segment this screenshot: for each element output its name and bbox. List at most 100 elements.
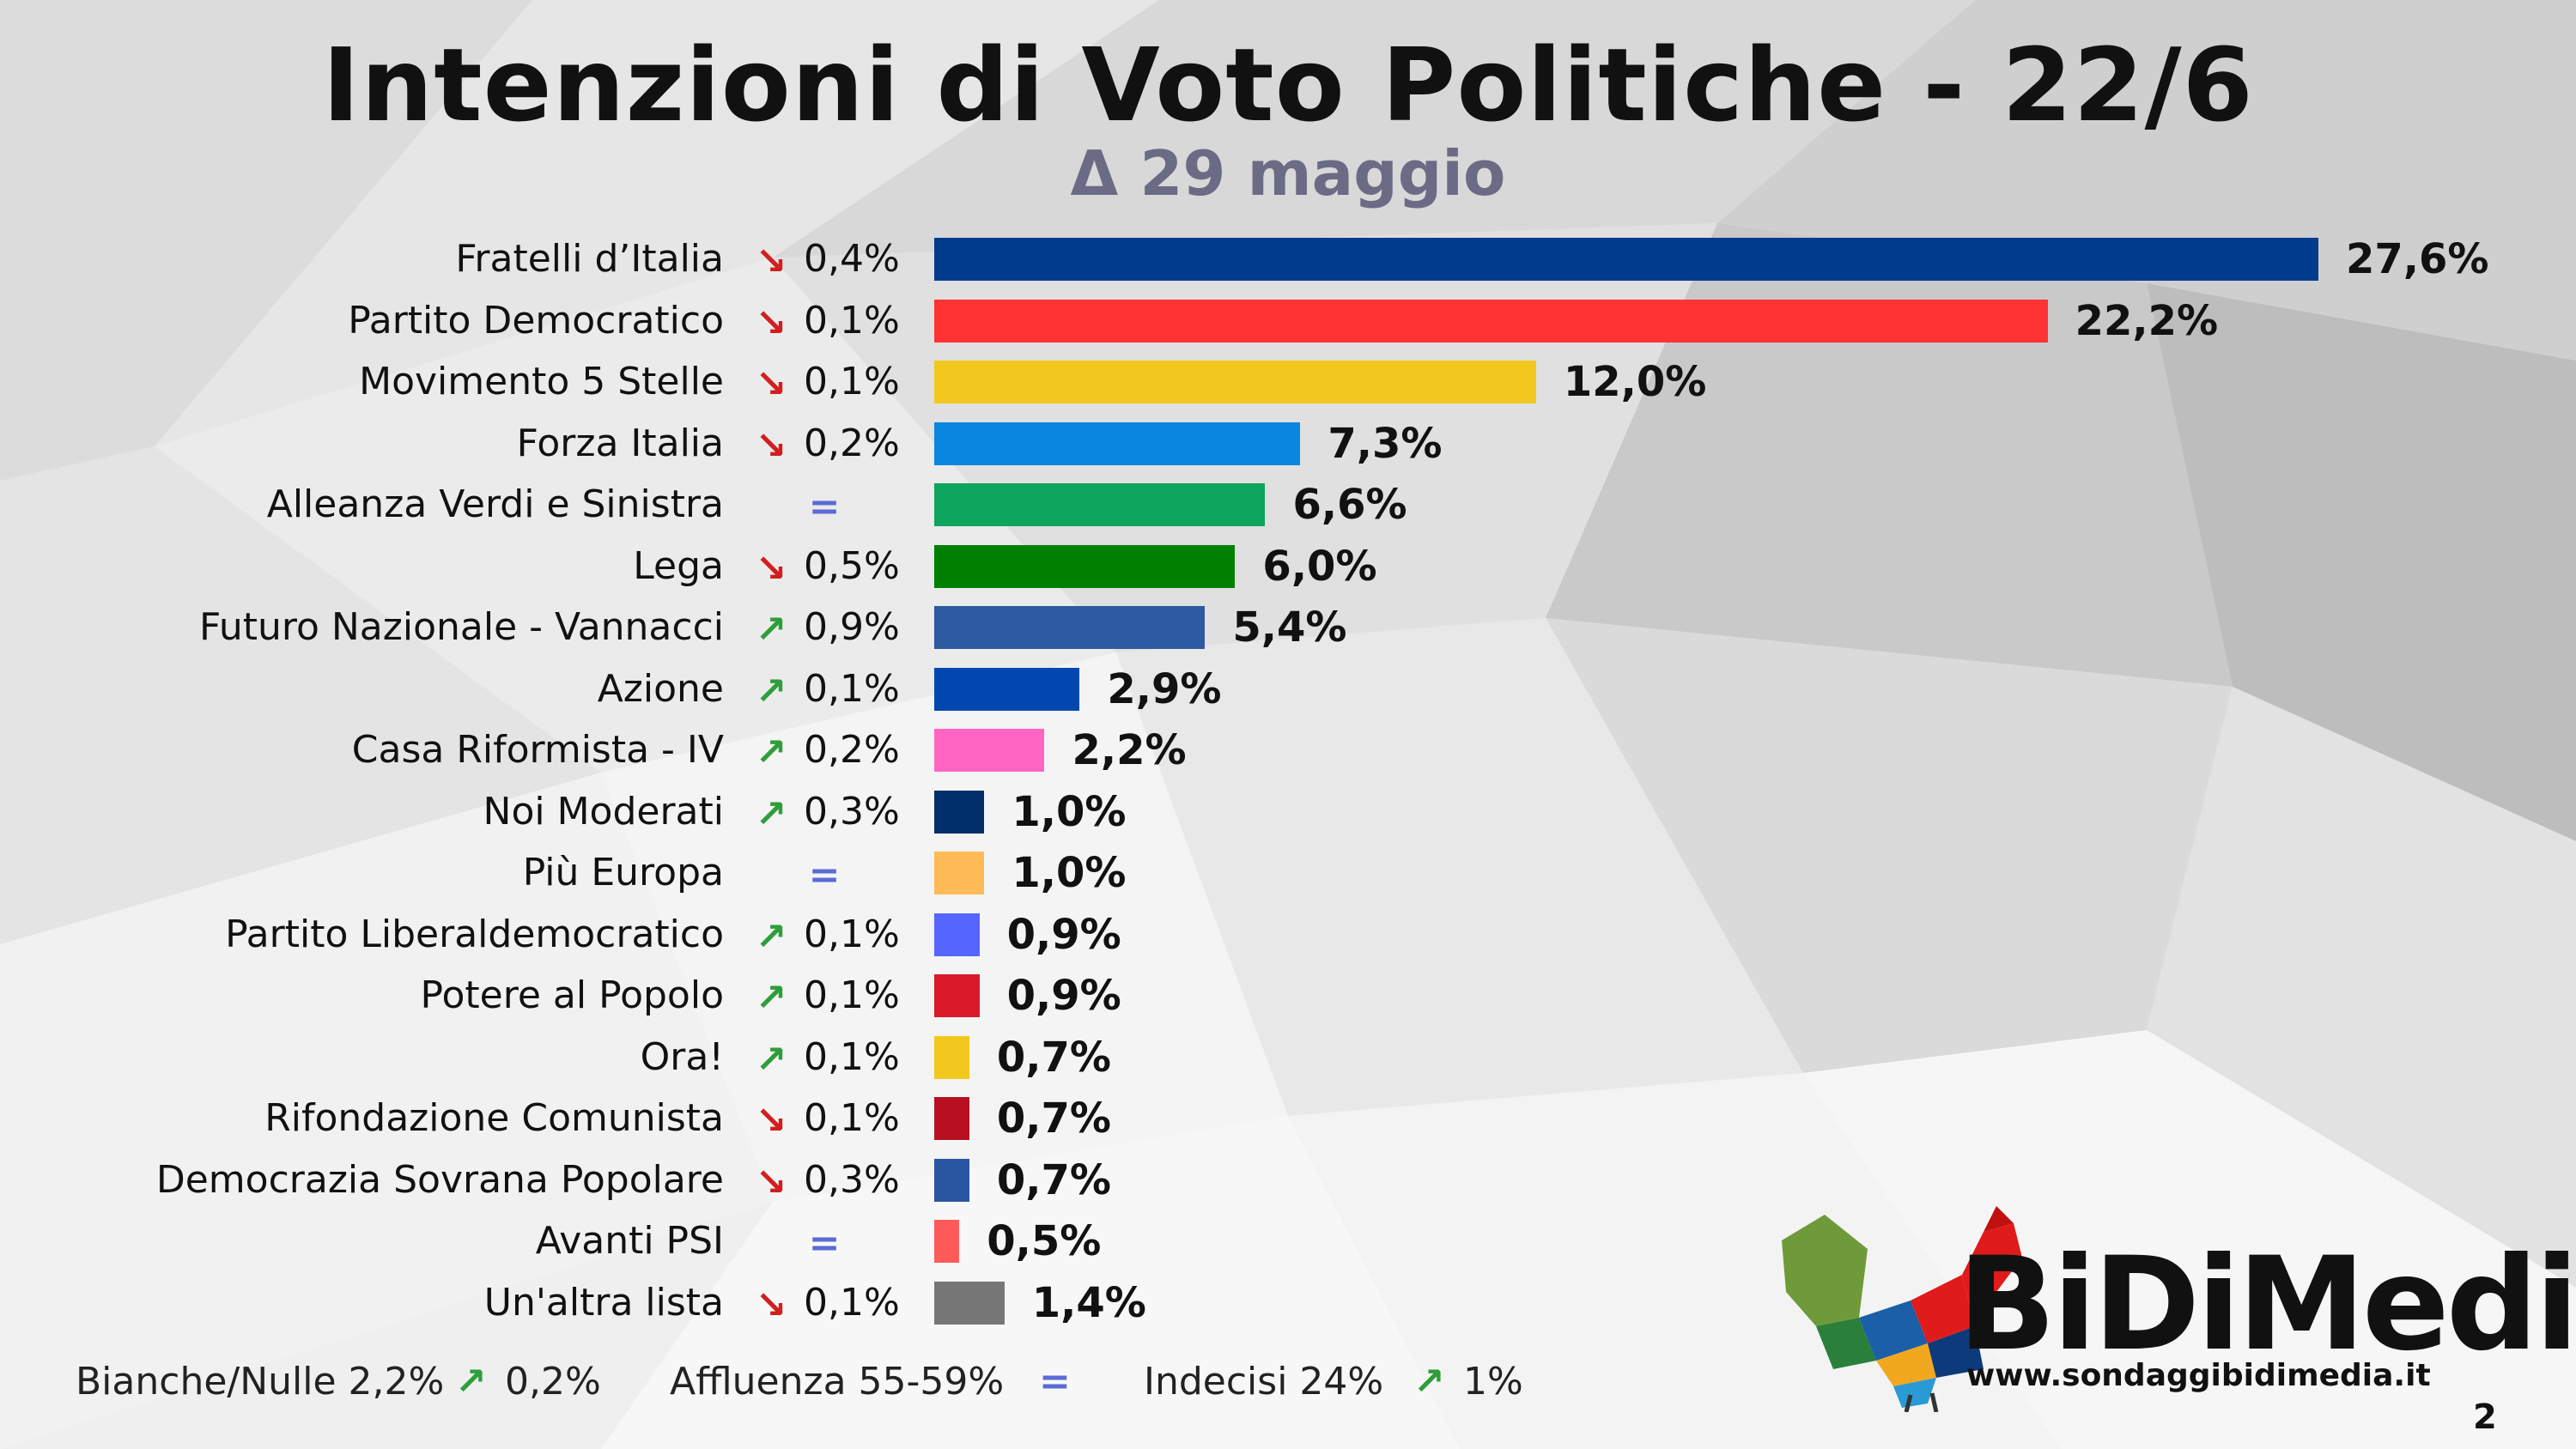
value-label: 6,0%: [1262, 542, 1377, 591]
value-label: 0,5%: [987, 1217, 1102, 1265]
value-label: 5,4%: [1232, 603, 1347, 652]
change-value: 0,3%: [804, 789, 900, 834]
arrow-up-icon: ↗: [755, 608, 787, 652]
bar: [934, 1220, 960, 1263]
party-label: Democrazia Sovrana Popolare: [155, 1157, 724, 1202]
arrow-down-icon: ↘: [755, 362, 787, 406]
change-value: 0,1%: [804, 298, 900, 343]
change-value: 0,9%: [804, 605, 900, 649]
change-value: 0,5%: [804, 543, 900, 588]
party-label: Casa Riformista - IV: [351, 728, 724, 772]
equal-icon: =: [808, 853, 841, 897]
value-label: 0,7%: [996, 1033, 1111, 1082]
bar: [934, 974, 980, 1017]
bar: [934, 790, 985, 834]
arrow-up-icon: ↗: [755, 791, 787, 836]
change-value: 0,4%: [804, 237, 900, 281]
arrow-up-icon: ↗: [755, 976, 787, 1020]
footer-undecided-change: 1%: [1463, 1360, 1523, 1404]
bar: [934, 1035, 969, 1079]
party-label: Alleanza Verdi e Sinistra: [266, 482, 724, 526]
arrow-up-icon: ↗: [755, 669, 787, 713]
bar: [934, 361, 1536, 403]
party-label: Ora!: [640, 1034, 724, 1079]
brand-logo-text: BiDiMedia: [1958, 1230, 2576, 1379]
change-value: 0,1%: [804, 666, 900, 711]
bar: [934, 238, 2318, 281]
footer-undecided-arrow-icon: ↗: [1413, 1360, 1445, 1404]
arrow-down-icon: ↘: [755, 546, 787, 591]
party-label: Lega: [633, 543, 724, 588]
party-label: Futuro Nazionale - Vannacci: [198, 605, 724, 649]
bar: [934, 852, 985, 894]
arrow-down-icon: ↘: [755, 300, 787, 345]
change-value: 0,1%: [804, 360, 900, 403]
arrow-up-icon: ↗: [755, 1037, 787, 1082]
value-label: 1,0%: [1012, 787, 1127, 836]
arrow-up-icon: ↗: [755, 914, 787, 959]
party-label: Più Europa: [522, 851, 724, 894]
party-label: Noi Moderati: [483, 789, 724, 834]
change-value: 0,3%: [804, 1157, 900, 1202]
change-value: 0,1%: [804, 1280, 900, 1325]
change-value: 0,1%: [804, 973, 900, 1017]
bar: [934, 667, 1080, 711]
bar: [934, 299, 2048, 343]
footer-turnout: Affluenza 55-59%: [670, 1360, 1005, 1404]
party-label: Partito Democratico: [348, 298, 724, 343]
value-label: 2,2%: [1072, 726, 1187, 774]
value-label: 1,4%: [1031, 1278, 1146, 1327]
arrow-down-icon: ↘: [755, 1160, 787, 1204]
footer-undecided: Indecisi 24%: [1144, 1360, 1384, 1404]
rooster-logo-icon: [1782, 1206, 2039, 1412]
chart-title: Intenzioni di Voto Politiche - 22/6: [322, 26, 2254, 144]
value-label: 7,3%: [1327, 419, 1443, 468]
party-label: Azione: [597, 666, 724, 711]
party-label: Movimento 5 Stelle: [359, 360, 724, 403]
bar: [934, 912, 980, 956]
footer-blank-null-change: 0,2%: [505, 1360, 601, 1404]
bar: [934, 1097, 969, 1140]
page-number: 2: [2473, 1397, 2497, 1437]
footer-blank-null-arrow-icon: ↗: [455, 1360, 487, 1404]
equal-icon: =: [808, 1222, 841, 1265]
value-label: 27,6%: [2346, 235, 2489, 283]
value-label: 0,9%: [1006, 910, 1121, 959]
bar: [934, 1158, 969, 1202]
party-label: Rifondazione Comunista: [264, 1096, 724, 1140]
bar: [934, 606, 1206, 649]
equal-icon: =: [808, 485, 841, 529]
change-value: 0,1%: [804, 1096, 900, 1140]
change-value: 0,2%: [804, 728, 900, 772]
bar: [934, 421, 1301, 465]
value-label: 12,0%: [1563, 358, 1707, 406]
footer-blank-null: Bianche/Nulle 2,2%: [76, 1360, 445, 1404]
party-label: Avanti PSI: [535, 1219, 724, 1263]
bar: [934, 1281, 1005, 1325]
arrow-down-icon: ↘: [755, 1282, 787, 1327]
change-value: 0,1%: [804, 1034, 900, 1079]
brand-website: www.sondaggibidimedia.it: [1966, 1358, 2431, 1393]
party-label: Partito Liberaldemocratico: [225, 912, 724, 956]
bar: [934, 483, 1266, 526]
value-label: 6,6%: [1292, 481, 1407, 529]
arrow-down-icon: ↘: [755, 1099, 787, 1143]
party-label: Potere al Popolo: [420, 973, 724, 1017]
value-label: 22,2%: [2075, 296, 2219, 345]
footer-turnout-equal-icon: =: [1039, 1360, 1071, 1404]
party-label: Un'altra lista: [483, 1280, 724, 1325]
bar: [934, 544, 1236, 588]
change-value: 0,1%: [804, 912, 900, 956]
bar: [934, 729, 1045, 772]
party-label: Fratelli d’Italia: [455, 237, 724, 281]
value-label: 0,7%: [996, 1155, 1111, 1204]
change-value: 0,2%: [804, 421, 900, 465]
value-label: 0,7%: [996, 1094, 1111, 1143]
chart-subtitle: Δ 29 maggio: [1070, 137, 1506, 209]
arrow-down-icon: ↘: [755, 423, 787, 468]
party-label: Forza Italia: [516, 421, 724, 465]
arrow-up-icon: ↗: [755, 731, 787, 774]
value-label: 2,9%: [1107, 664, 1222, 713]
value-label: 1,0%: [1012, 849, 1127, 897]
